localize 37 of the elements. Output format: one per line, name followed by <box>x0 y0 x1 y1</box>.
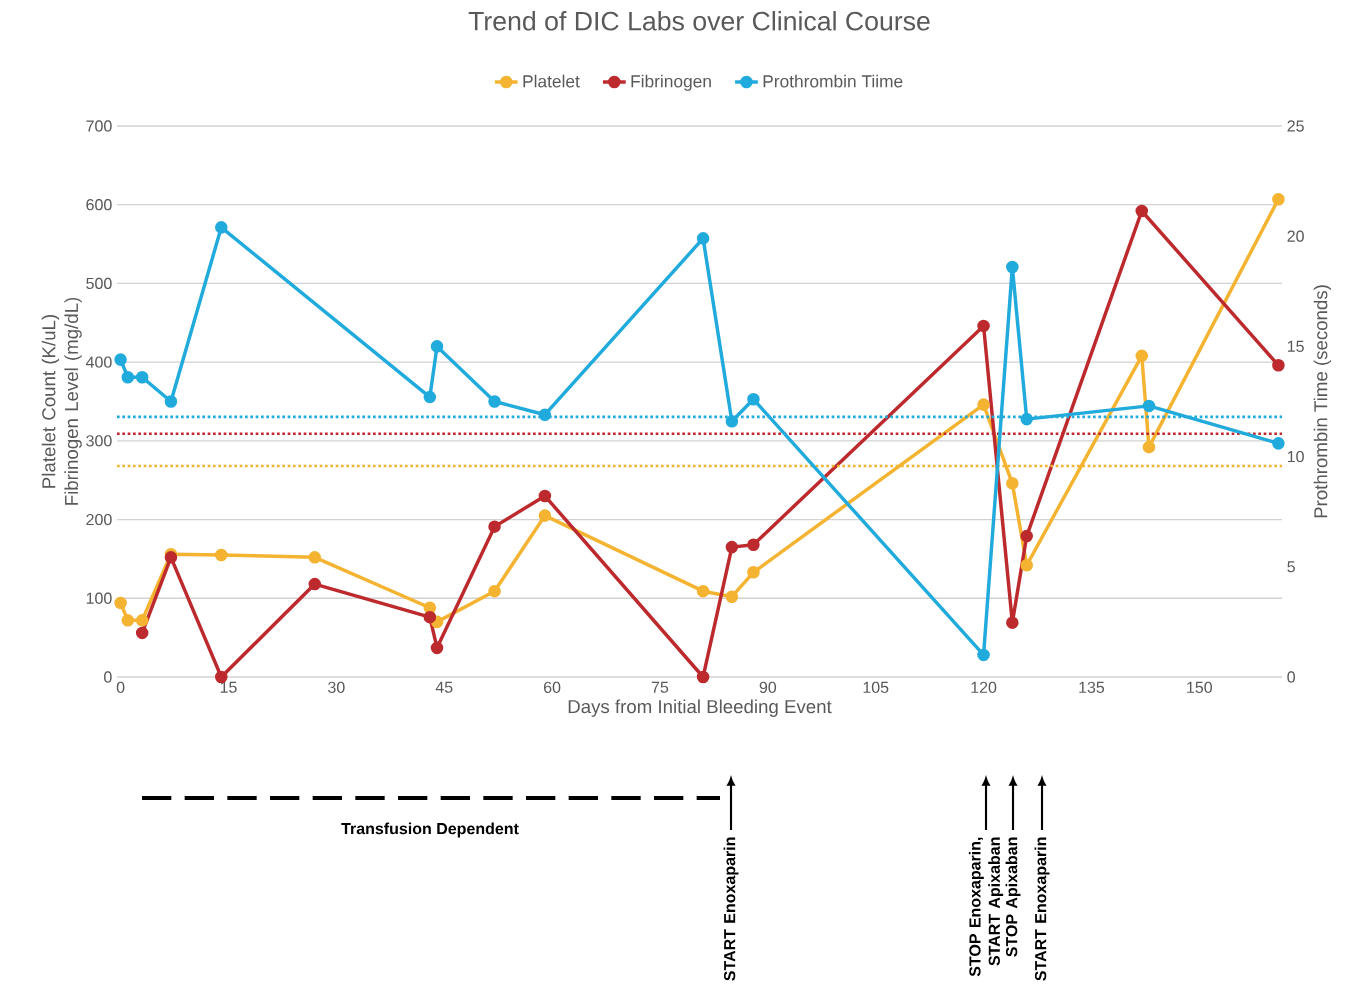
x-tick-label: 60 <box>544 681 561 694</box>
y-tick-label: 500 <box>86 277 112 290</box>
x-tick-label: 15 <box>220 681 237 693</box>
y2-tick-label: 0 <box>1287 671 1295 683</box>
x-tick-label: 0 <box>116 681 125 694</box>
x-tick-label: 30 <box>328 681 345 694</box>
x-tick-label: 75 <box>651 681 669 693</box>
x-tick-label: 135 <box>1079 681 1105 694</box>
text: STOP Apixaban <box>1005 837 1021 957</box>
legend-label: Platelet <box>523 74 580 88</box>
x-axis-title: Days from Initial Bleeding Event <box>568 699 832 717</box>
legend-label: Prothrombin Tiime <box>763 74 903 88</box>
y2-tick-label: 15 <box>1287 340 1304 352</box>
y-tick-label: 100 <box>86 592 112 604</box>
chart-title: Trend of DIC Labs over Clinical Course <box>468 11 930 31</box>
y2-axis-title: Prothrombin Time (seconds) <box>1313 285 1332 518</box>
text: START Enoxaparin <box>723 837 739 981</box>
y2-tick-label: 20 <box>1287 230 1304 242</box>
y-tick-label: 200 <box>86 513 112 526</box>
y-axis-title: Platelet Count (K/uL) Fibrinogen Level (mg/dL) <box>41 297 82 505</box>
x-tick-label: 90 <box>759 681 777 694</box>
y-tick-label: 400 <box>85 356 112 368</box>
x-tick-label: 105 <box>863 681 889 694</box>
y-tick-label: 600 <box>86 199 112 211</box>
text: Transfusion Dependent <box>341 822 519 838</box>
y-tick-label: 700 <box>86 120 112 132</box>
y-tick-label: 300 <box>86 435 112 447</box>
legend-label: Fibrinogen <box>631 74 711 91</box>
y2-tick-label: 10 <box>1287 450 1304 463</box>
text: START Enoxaparin <box>1034 837 1050 981</box>
x-tick-label: 120 <box>971 681 997 694</box>
text: STOP Enoxaparin, START Apixaban <box>968 837 1004 977</box>
x-tick-label: 150 <box>1187 681 1213 694</box>
x-tick-label: 45 <box>435 681 453 693</box>
y2-tick-label: 5 <box>1287 561 1295 573</box>
y2-tick-label: 25 <box>1287 120 1304 132</box>
y-tick-label: 0 <box>104 671 112 683</box>
